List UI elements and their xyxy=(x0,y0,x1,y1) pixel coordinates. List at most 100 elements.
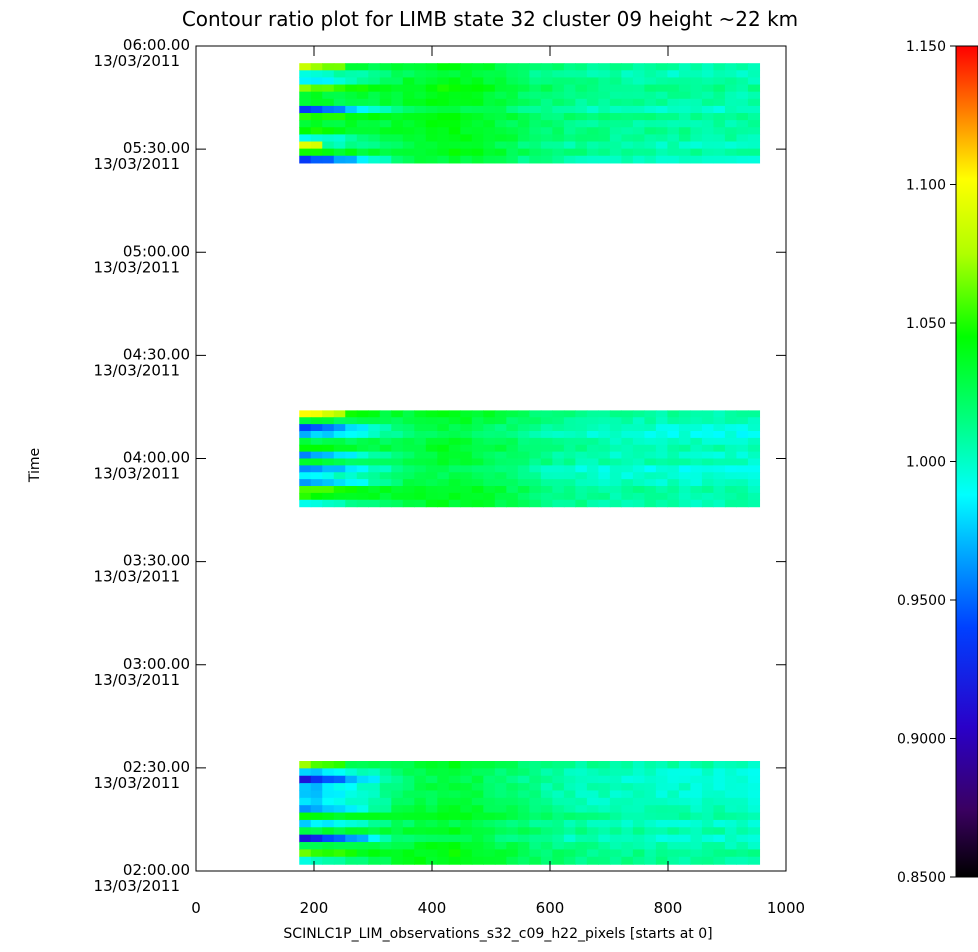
heatmap-cell xyxy=(356,775,369,784)
heatmap-cell xyxy=(345,77,358,86)
heatmap-cell xyxy=(299,805,312,814)
heatmap-cell xyxy=(713,856,726,865)
heatmap-cell xyxy=(506,127,519,135)
heatmap-cell xyxy=(506,458,519,466)
heatmap-cell xyxy=(333,148,346,157)
y-tick-time: 02:30.00 xyxy=(123,758,190,776)
heatmap-cell xyxy=(667,775,680,784)
heatmap-cell xyxy=(736,70,749,79)
heatmap-cell xyxy=(724,465,738,473)
heatmap-cell xyxy=(494,849,507,858)
heatmap-cell xyxy=(667,479,680,487)
heatmap-cell xyxy=(483,842,496,850)
heatmap-cell xyxy=(356,465,369,473)
heatmap-cell xyxy=(299,768,312,777)
heatmap-cell xyxy=(632,479,645,487)
heatmap-cell xyxy=(586,783,599,792)
heatmap-cell xyxy=(540,410,553,418)
heatmap-cell xyxy=(655,458,668,466)
heatmap-cell xyxy=(494,472,507,480)
heatmap-cell xyxy=(563,805,576,814)
heatmap-cell xyxy=(632,127,645,135)
heatmap-cell xyxy=(471,499,484,508)
heatmap-cell xyxy=(609,444,622,453)
heatmap-cell xyxy=(667,113,680,121)
heatmap-cell xyxy=(701,849,715,858)
heatmap-cell xyxy=(609,91,622,100)
heatmap-cell xyxy=(356,417,369,425)
heatmap-cell xyxy=(713,127,726,135)
heatmap-cell xyxy=(586,812,599,821)
heatmap-cell xyxy=(437,805,450,814)
heatmap-cell xyxy=(552,77,565,86)
heatmap-cell xyxy=(736,451,749,460)
heatmap-cell xyxy=(379,70,392,79)
heatmap-cell xyxy=(494,77,507,86)
heatmap-cell xyxy=(598,91,611,100)
heatmap-cell xyxy=(310,148,323,157)
heatmap-cell xyxy=(483,827,496,836)
heatmap-cell xyxy=(655,790,668,799)
heatmap-cell xyxy=(345,499,358,508)
heatmap-cell xyxy=(736,849,749,858)
heatmap-cell xyxy=(644,70,657,79)
heatmap-cell xyxy=(483,113,496,121)
heatmap-cell xyxy=(713,451,726,460)
heatmap-cell xyxy=(667,91,680,100)
heatmap-cell xyxy=(310,84,323,93)
heatmap-cell xyxy=(736,805,749,814)
heatmap-cell xyxy=(655,70,668,79)
heatmap-cell xyxy=(724,768,738,777)
heatmap-cell xyxy=(690,451,703,460)
heatmap-cell xyxy=(506,790,519,799)
heatmap-cell xyxy=(506,492,519,501)
heatmap-cell xyxy=(425,834,438,843)
heatmap-cell xyxy=(494,486,507,494)
heatmap-cell xyxy=(448,98,461,107)
heatmap-cell xyxy=(368,431,381,439)
colorbar-tick-label: 0.9000 xyxy=(897,732,946,748)
heatmap-cell xyxy=(598,849,611,858)
heatmap-cell xyxy=(402,98,415,107)
heatmap-cell xyxy=(609,120,622,128)
heatmap-cell xyxy=(690,148,703,157)
heatmap-cell xyxy=(701,479,715,487)
heatmap-cell xyxy=(724,472,738,480)
heatmap-cell xyxy=(310,797,323,806)
heatmap-cell xyxy=(517,77,530,86)
heatmap-cell xyxy=(437,98,450,107)
heatmap-cell xyxy=(494,775,507,784)
heatmap-cell xyxy=(333,761,346,769)
heatmap-cell xyxy=(414,842,427,850)
heatmap-cell xyxy=(713,479,726,487)
heatmap-cell xyxy=(575,91,588,100)
heatmap-cell xyxy=(747,113,761,121)
y-tick-time: 05:30.00 xyxy=(123,139,190,157)
y-tick-time: 03:30.00 xyxy=(123,552,190,570)
heatmap-cell xyxy=(460,424,473,432)
heatmap-cell xyxy=(356,805,369,814)
heatmap-cell xyxy=(333,492,346,501)
heatmap-cell xyxy=(448,70,461,79)
heatmap-cell xyxy=(609,797,622,806)
heatmap-cell xyxy=(460,91,473,100)
heatmap-cell xyxy=(724,819,738,828)
heatmap-cell xyxy=(609,465,622,473)
heatmap-cell xyxy=(552,444,565,453)
heatmap-cell xyxy=(586,827,599,836)
heatmap-cell xyxy=(379,77,392,86)
heatmap-cell xyxy=(552,479,565,487)
heatmap-cell xyxy=(575,775,588,784)
heatmap-cell xyxy=(425,127,438,135)
heatmap-cell xyxy=(460,141,473,150)
heatmap-cell xyxy=(448,768,461,777)
heatmap-cell xyxy=(632,91,645,100)
x-tick-label: 600 xyxy=(536,899,565,917)
heatmap-cell xyxy=(425,148,438,157)
heatmap-cell xyxy=(483,98,496,107)
heatmap-cell xyxy=(437,91,450,100)
heatmap-cell xyxy=(609,431,622,439)
heatmap-cell xyxy=(506,77,519,86)
heatmap-cell xyxy=(299,91,312,100)
heatmap-cell xyxy=(678,113,692,121)
